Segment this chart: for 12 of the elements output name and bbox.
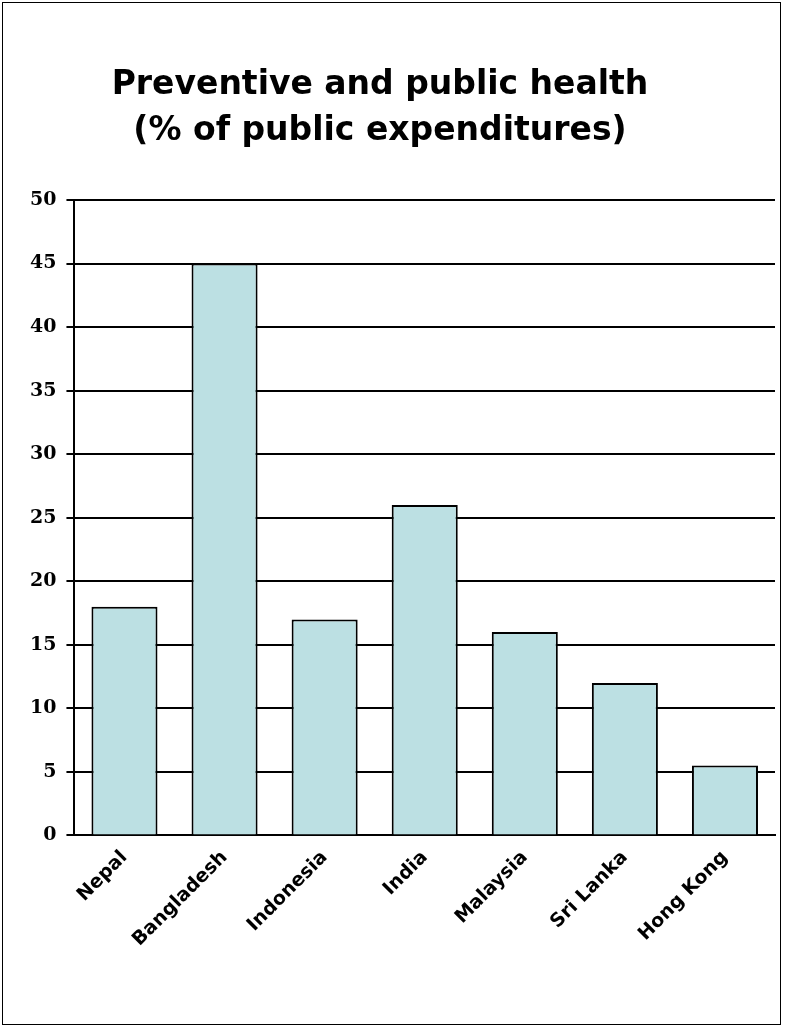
y-tick-label: 15 [29,631,57,654]
y-tick-label: 45 [29,250,57,273]
y-tick-label: 50 [29,186,57,209]
chart-title: Preventive and public health (% of public expenditures) [110,62,650,150]
y-tick-label: 5 [43,758,57,781]
y-tick-label: 25 [29,504,57,527]
y-tick-label: 20 [29,568,57,591]
y-tick-label: 0 [43,822,57,845]
y-tick-label: 10 [29,695,57,718]
y-tick-label: 40 [29,314,57,337]
y-tick-label: 30 [29,441,57,464]
y-tick-label: 35 [29,377,57,400]
